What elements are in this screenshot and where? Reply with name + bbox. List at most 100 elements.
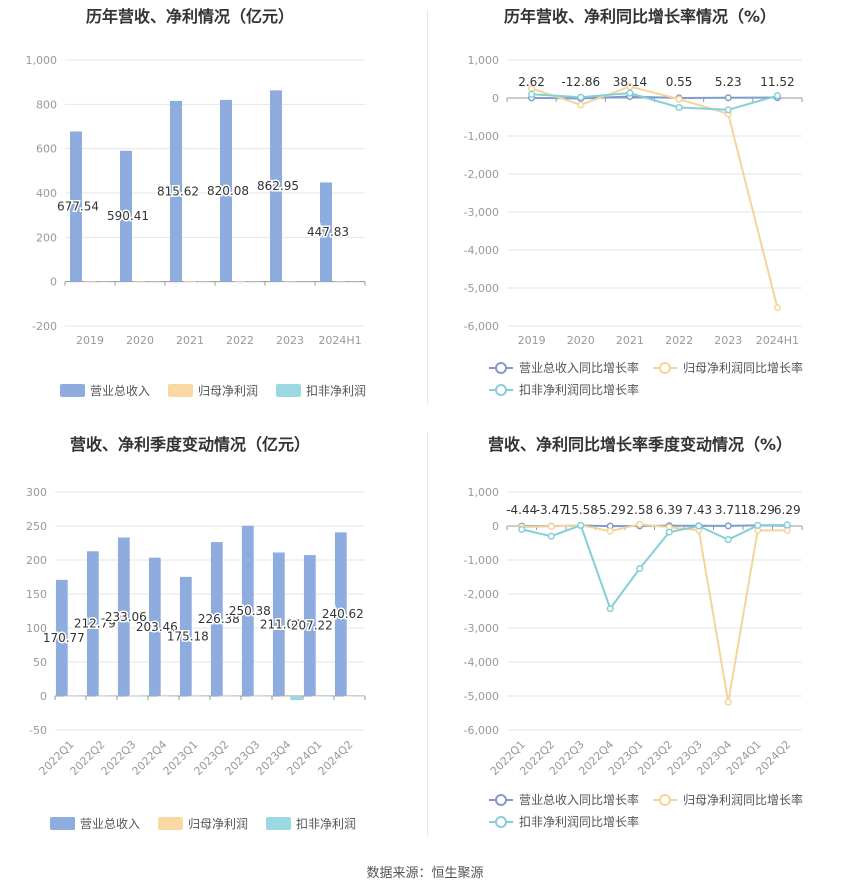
data-point (577, 101, 585, 109)
x-tick-label: 2022 (226, 334, 254, 347)
y-tick-label: 150 (26, 588, 47, 601)
bar-deducted-profit (298, 281, 310, 283)
bar-revenue (320, 182, 332, 282)
bar-net-profit (126, 695, 139, 697)
data-point (783, 521, 791, 529)
bar-deducted-profit (166, 696, 179, 697)
x-tick-label: 2020 (567, 334, 595, 347)
legend-swatch (276, 384, 301, 397)
data-point (636, 520, 644, 528)
y-tick-label: -4,000 (464, 244, 499, 257)
data-point (577, 93, 585, 101)
chart-title: 营收、净利同比增长率季度变动情况（%） (488, 435, 792, 454)
x-tick-label: 2022 (665, 334, 693, 347)
data-label: 175.18 (167, 629, 209, 643)
data-label: 207.22 (291, 619, 333, 633)
bar-revenue (70, 131, 82, 282)
y-tick-label: 200 (26, 554, 47, 567)
bar-net-profit (188, 695, 201, 697)
y-tick-label: -6,000 (464, 320, 499, 333)
bar-net-profit (343, 695, 356, 697)
bar-revenue (272, 552, 285, 696)
bar-revenue (117, 537, 130, 696)
bar-deducted-profit (104, 695, 117, 697)
y-tick-label: -5,000 (464, 690, 499, 703)
legend-marker (659, 362, 671, 374)
y-tick-label: 0 (492, 92, 499, 105)
y-tick-label: 600 (36, 143, 57, 156)
y-tick-label: 200 (36, 231, 57, 244)
y-tick-label: 1,000 (468, 486, 500, 499)
y-tick-label: 0 (50, 276, 57, 289)
y-tick-label: 300 (26, 486, 47, 499)
data-point (606, 527, 614, 535)
chart-quarterly-bars: 营收、净利季度变动情况（亿元）-500501001502002503002022… (26, 435, 366, 831)
legend-marker (495, 384, 507, 396)
data-point (626, 89, 634, 97)
data-point (528, 90, 536, 98)
legend: 营业总收入 归母净利润 扣非净利润 (50, 817, 356, 831)
legend-label: 营业总收入 (80, 817, 140, 831)
bar-revenue (220, 99, 232, 282)
data-point (695, 522, 703, 530)
y-tick-label: -6,000 (464, 724, 499, 737)
bar-revenue (120, 150, 132, 282)
y-tick-label: 1,000 (26, 54, 58, 67)
x-tick-label: 2024H1 (318, 334, 361, 347)
bar-deducted-profit (352, 695, 365, 697)
bar-deducted-profit (73, 695, 86, 697)
data-point (724, 106, 732, 114)
legend-swatch (60, 384, 85, 397)
data-point (724, 94, 732, 102)
legend-swatch (266, 817, 291, 830)
bar-net-profit (64, 695, 77, 697)
x-tick-label: 2020 (126, 334, 154, 347)
y-tick-label: -4,000 (464, 656, 499, 669)
data-label: 820.08 (207, 184, 249, 198)
series-line-deducted-profit-growth (521, 523, 788, 611)
data-label: 233.06 (105, 610, 147, 624)
data-point (547, 522, 555, 530)
data-label: 815.62 (157, 184, 199, 198)
x-tick-label: 2021 (176, 334, 204, 347)
data-label: 6.29 (774, 503, 801, 517)
series-line-net-profit-growth (521, 523, 788, 703)
legend-marker (659, 794, 671, 806)
data-point (665, 528, 673, 536)
legend-label: 归母净利润 (188, 817, 248, 831)
legend-label: 扣非净利润同比增长率 (519, 814, 639, 829)
bar-deducted-profit (198, 281, 210, 283)
x-tick-label: 2023 (276, 334, 304, 347)
data-label: 11.52 (760, 75, 794, 89)
x-tick-label: 2019 (76, 334, 104, 347)
data-label: 211.02 (260, 617, 302, 631)
data-label: 250.38 (229, 604, 271, 618)
y-tick-label: 250 (26, 520, 47, 533)
y-tick-label: 800 (36, 98, 57, 111)
bar-revenue (148, 557, 161, 696)
y-tick-label: 400 (36, 187, 57, 200)
y-tick-label: -2,000 (464, 588, 499, 601)
data-label: 677.54 (57, 200, 99, 214)
chart-title: 营收、净利季度变动情况（亿元） (70, 435, 310, 454)
data-point (626, 83, 634, 91)
bar-revenue (179, 576, 192, 696)
data-point (724, 536, 732, 544)
data-label: 2.58 (626, 503, 653, 517)
data-point (773, 92, 781, 100)
data-label: 447.83 (307, 225, 349, 239)
x-tick-label: 2023 (714, 334, 742, 347)
data-point (773, 304, 781, 312)
vertical-divider-bottom (427, 432, 428, 837)
bar-net-profit (157, 695, 170, 697)
bar-deducted-profit (98, 281, 110, 283)
y-tick-label: -1,000 (464, 554, 499, 567)
legend: 营业总收入 归母净利润 扣非净利润 (60, 384, 366, 398)
y-tick-label: 0 (40, 690, 47, 703)
y-tick-label: -3,000 (464, 622, 499, 635)
chart-title: 历年营收、净利同比增长率情况（%） (504, 7, 776, 26)
data-label: 590.41 (107, 209, 149, 223)
